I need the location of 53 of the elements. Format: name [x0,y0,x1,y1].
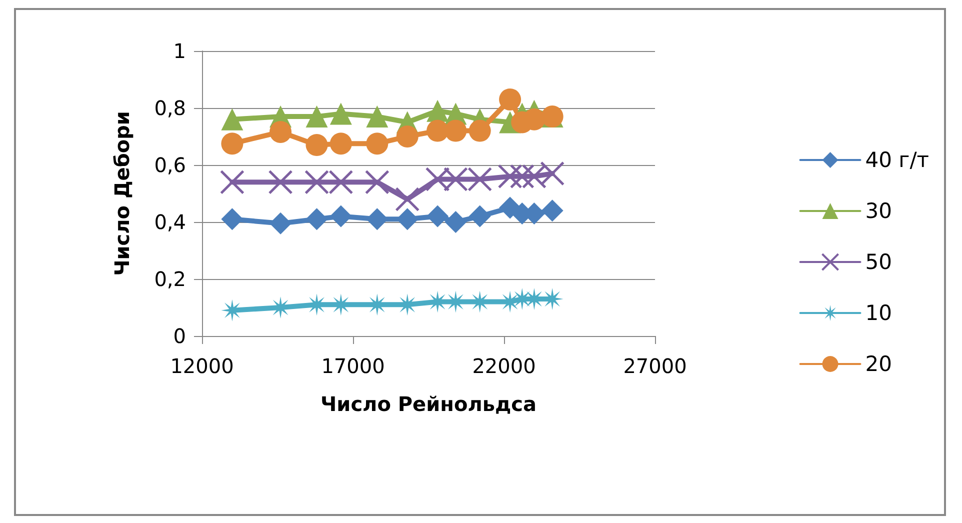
y-tick-label: 0,2 [154,267,186,291]
x-tick-label: 22000 [472,354,536,378]
y-axis-title: Число Дебори [110,111,134,276]
point [540,161,565,186]
point [221,108,244,130]
y-tick-label: 0,6 [154,153,186,177]
x-tick-label: 27000 [623,354,687,378]
point [268,170,293,194]
point [364,170,390,194]
point [366,132,388,155]
point [426,100,449,122]
point [444,120,467,142]
point [510,164,534,189]
point [330,132,352,155]
point [221,132,244,155]
point [426,205,449,228]
point [304,170,330,194]
y-tick-label: 1 [173,39,186,63]
point [330,102,352,125]
point [468,205,491,228]
legend-label: 30 [865,199,892,223]
point [306,134,328,156]
x-axis-title: Число Рейнольдса [320,392,536,416]
point [270,120,292,143]
point [444,211,467,233]
point [306,106,328,128]
point [396,126,418,148]
point [468,167,492,192]
y-tick-label: 0,8 [154,96,186,120]
point [425,167,450,192]
point [468,120,491,142]
point [395,186,420,212]
point [443,167,468,192]
point [498,164,522,189]
point [306,208,328,230]
point [220,170,244,194]
legend-label: 20 [865,352,892,376]
point [499,88,522,110]
legend-label: 10 [865,301,892,325]
y-tick-label: 0,4 [154,210,186,234]
point [330,205,352,228]
legend-label: 40 г/т [865,148,930,172]
legend-label: 50 [865,250,892,274]
point [270,212,292,234]
x-tick-label: 12000 [170,354,234,378]
point [366,106,388,128]
point [522,164,546,189]
point [221,208,244,230]
point [541,200,564,222]
point [426,120,449,142]
y-tick-label: 0 [173,324,186,348]
point [328,170,354,194]
x-tick-label: 17000 [321,354,385,378]
